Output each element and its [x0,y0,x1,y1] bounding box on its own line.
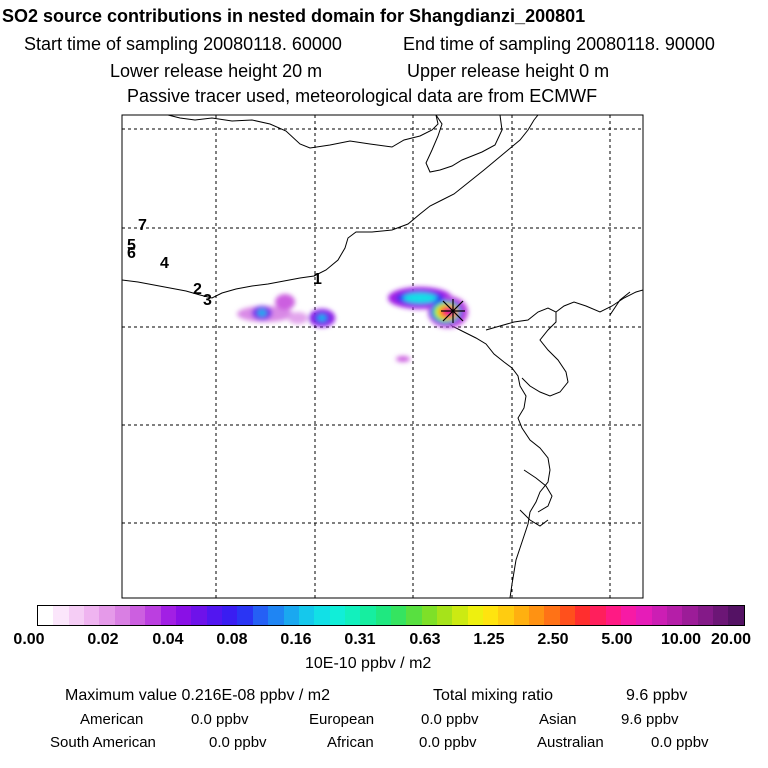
colorbar-swatch [191,606,207,625]
colorbar-tick-label: 0.16 [280,631,312,648]
colorbar-swatch [283,606,299,625]
colorbar-tick-label: 0.08 [216,631,248,648]
colorbar-swatch [406,606,422,625]
region-name: South American [50,734,156,751]
map-frame [121,114,644,599]
total-mixing-value: 9.6 ppbv [626,687,688,704]
station-label: 5 [127,237,136,254]
upper-release-height: Upper release height 0 m [407,61,610,81]
colorbar-tick-label: 0.02 [87,631,119,648]
region-name: Australian [537,734,604,751]
colorbar-swatch [99,606,115,625]
colorbar-swatch [252,606,269,625]
colorbar-units: 10E-10 ppbv / m2 [305,655,432,672]
colorbar-swatch [651,606,668,625]
station-label: 4 [160,255,169,272]
plume-east [388,287,468,362]
colorbar-swatch [575,606,591,625]
total-mixing-label: Total mixing ratio [433,687,554,704]
colorbar-tick-label: 0.00 [13,631,45,648]
region-name: European [309,711,375,728]
station-label: 1 [313,271,322,288]
colorbar-tick-label: 20.00 [710,631,752,648]
colorbar-swatch [38,606,54,625]
max-value: Maximum value 0.216E-08 ppbv / m2 [65,687,331,704]
colorbar-swatch [498,606,514,625]
region-value: 0.0 ppbv [209,734,267,751]
colorbar-swatch [559,606,576,625]
grid-lines [122,115,643,598]
colorbar-swatch [452,606,468,625]
colorbar-swatch [329,606,345,625]
colorbar-swatch [713,606,729,625]
station-label: 3 [203,292,212,309]
region-value: 0.0 ppbv [421,711,479,728]
colorbar-swatch [390,606,407,625]
region-value: 9.6 ppbv [621,711,679,728]
station-labels: 1 2 3 4 5 6 7 [127,217,322,309]
colorbar-swatch [53,606,69,625]
colorbar-swatch [375,606,391,625]
plot-title: SO2 source contributions in nested domai… [2,6,586,26]
colorbar-swatch [160,606,177,625]
colorbar-swatch [145,606,161,625]
colorbar-tick-label: 5.00 [601,631,633,648]
colorbar-swatch [667,606,683,625]
colorbar-swatch [605,606,622,625]
colorbar-tick-label: 10.00 [660,631,702,648]
colorbar-swatch [68,606,85,625]
colorbar-swatch [421,606,437,625]
colorbar [37,605,745,626]
region-name: Asian [539,711,577,728]
colorbar-swatch [176,606,192,625]
lower-release-height: Lower release height 20 m [110,61,323,81]
start-time: Start time of sampling 20080118. 60000 [24,34,342,54]
colorbar-swatch [436,606,453,625]
colorbar-swatch [130,606,146,625]
colorbar-swatch [237,606,253,625]
region-name: American [80,711,144,728]
region-value: 0.0 ppbv [419,734,477,751]
colorbar-swatch [482,606,499,625]
region-value: 0.0 ppbv [651,734,709,751]
tracer-note: Passive tracer used, meteorological data… [127,86,598,106]
colorbar-tick-label: 1.25 [473,631,505,648]
station-label: 6 [127,245,136,262]
colorbar-swatch [268,606,284,625]
colorbar-swatch [84,606,100,625]
concentration-plumes [237,287,468,362]
colorbar-tick-label: 0.04 [152,631,184,648]
colorbar-swatch [513,606,529,625]
colorbar-swatch [222,606,238,625]
colorbar-swatch [314,606,330,625]
colorbar-swatch [114,606,131,625]
colorbar-tick-label: 0.63 [409,631,441,648]
colorbar-swatch [206,606,223,625]
colorbar-swatch [621,606,637,625]
colorbar-swatch [636,606,652,625]
map-area: 1 2 3 4 5 6 7 [122,115,643,598]
colorbar-swatch [298,606,315,625]
colorbar-swatch [697,606,714,625]
region-name: African [327,734,374,751]
station-label: 7 [138,217,147,234]
colorbar-swatch [344,606,361,625]
colorbar-swatch [360,606,376,625]
colorbar-swatch [728,606,744,625]
colorbar-swatch [682,606,698,625]
end-time: End time of sampling 20080118. 90000 [403,34,715,54]
colorbar-tick-label: 0.31 [344,631,376,648]
region-value: 0.0 ppbv [191,711,249,728]
colorbar-swatch [590,606,606,625]
colorbar-swatch [544,606,560,625]
coastlines [122,115,643,598]
colorbar-swatch [467,606,483,625]
station-label: 2 [193,281,202,298]
receptor-marker [441,299,465,323]
plume-west [237,294,335,327]
colorbar-swatch [529,606,545,625]
colorbar-tick-label: 2.50 [537,631,569,648]
